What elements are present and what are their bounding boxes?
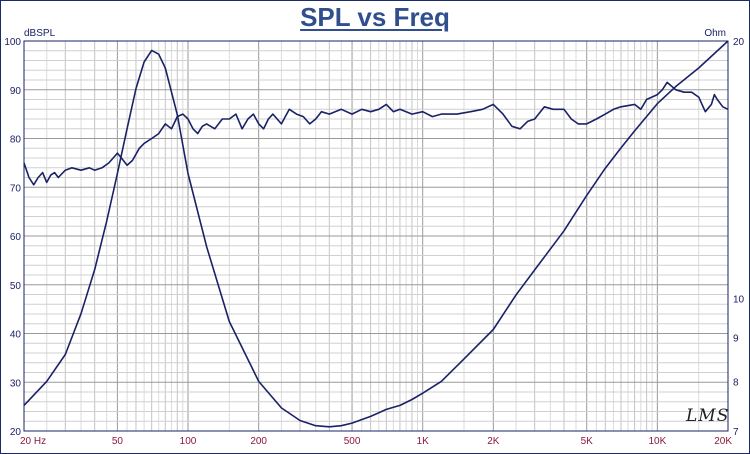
x-tick-label: 20K [714, 436, 732, 447]
y-left-tick-label: 50 [10, 281, 22, 292]
y-right-tick-label: 20 [733, 37, 745, 48]
plot-border [23, 40, 729, 432]
y-right-tick-label: 9 [733, 334, 739, 345]
y-left-tick-label: 90 [10, 86, 22, 97]
spl-curve [23, 81, 729, 186]
x-tick-label: 100 [180, 436, 197, 447]
y-right-tick-label: 8 [733, 377, 739, 388]
y-left-tick-label: 70 [10, 183, 22, 194]
y-left-tick-label: 80 [10, 135, 22, 146]
y-right-axis-label: Ohm [704, 28, 726, 39]
x-tick-label: 10K [648, 436, 666, 447]
y-right-tick-label: 10 [733, 294, 745, 305]
chart-title: SPL vs Freq [300, 2, 450, 32]
y-left-tick-label: 30 [10, 378, 22, 389]
x-tick-label: 20 Hz [20, 436, 46, 447]
x-tick-label: 1K [417, 436, 430, 447]
y-left-tick-label: 60 [10, 232, 22, 243]
x-tick-label: 50 [112, 436, 124, 447]
y-left-tick-label: 100 [4, 37, 21, 48]
y-left-tick-label: 20 [10, 427, 22, 438]
y-left-axis-label: dBSPL [24, 28, 56, 39]
y-left-tick-label: 40 [10, 330, 22, 341]
y-right-tick-label: 7 [733, 427, 739, 438]
x-tick-label: 500 [344, 436, 361, 447]
impedance-curve [23, 40, 729, 428]
x-tick-label: 200 [250, 436, 267, 447]
x-tick-label: 2K [487, 436, 500, 447]
x-tick-label: 5K [581, 436, 594, 447]
lms-logo: LMS [686, 406, 730, 426]
